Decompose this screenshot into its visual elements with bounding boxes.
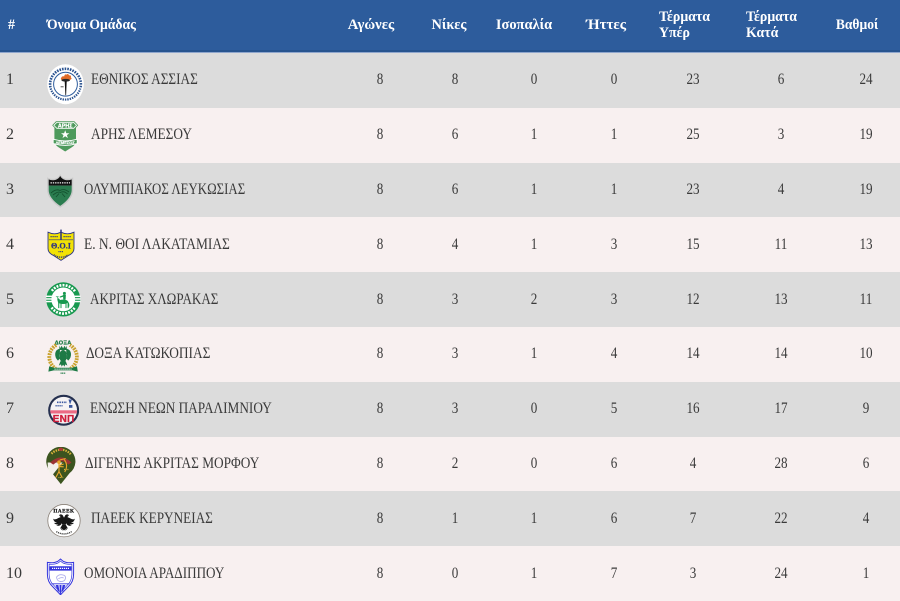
svg-text:ΠΑΕΕΚ: ΠΑΕΕΚ — [53, 509, 74, 515]
svg-text:Θ.Ο.Ι: Θ.Ο.Ι — [51, 241, 71, 250]
svg-text:ΑΡΗΣ: ΑΡΗΣ — [58, 123, 73, 129]
svg-text:ΔΟΞΑ: ΔΟΞΑ — [54, 340, 71, 346]
svg-text:ΛΕΜΕΣΟΣ: ΛΕΜΕΣΟΣ — [55, 140, 75, 145]
svg-text:ΕΝΠ: ΕΝΠ — [53, 414, 75, 425]
